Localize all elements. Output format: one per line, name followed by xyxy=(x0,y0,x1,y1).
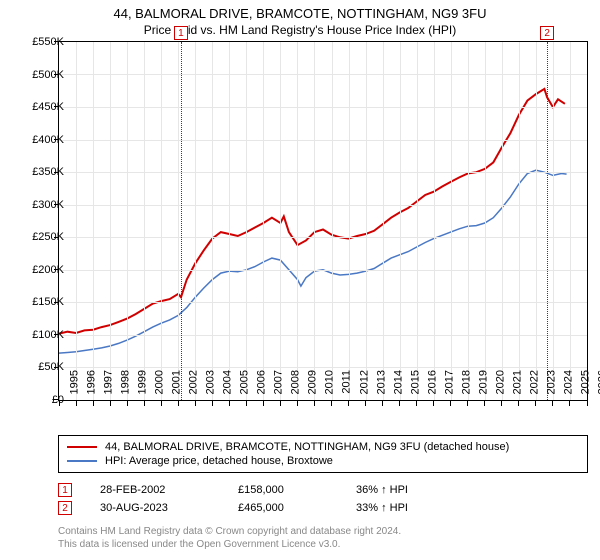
footnote-line: This data is licensed under the Open Gov… xyxy=(58,538,588,551)
plot-area: 12 xyxy=(58,41,588,401)
chart-title: 44, BALMORAL DRIVE, BRAMCOTE, NOTTINGHAM… xyxy=(12,6,588,23)
x-axis-label: 2007 xyxy=(273,370,285,394)
x-axis-label: 2002 xyxy=(188,370,200,394)
sale-date: 30-AUG-2023 xyxy=(100,502,210,514)
sale-delta: 33% ↑ HPI xyxy=(356,502,446,514)
series-line xyxy=(59,89,565,334)
y-axis-label: £50K xyxy=(22,361,64,373)
x-axis-label: 2004 xyxy=(222,370,234,394)
footnote-line: Contains HM Land Registry data © Crown c… xyxy=(58,525,588,538)
x-axis-label: 2012 xyxy=(358,370,370,394)
y-axis-label: £300K xyxy=(22,199,64,211)
x-axis-label: 2016 xyxy=(426,370,438,394)
x-axis-label: 2000 xyxy=(154,370,166,394)
sale-marker: 2 xyxy=(540,26,554,40)
x-axis-label: 2015 xyxy=(409,370,421,394)
x-axis-label: 2022 xyxy=(528,370,540,394)
chart-container: 44, BALMORAL DRIVE, BRAMCOTE, NOTTINGHAM… xyxy=(0,0,600,560)
x-axis-label: 2011 xyxy=(340,370,352,394)
sale-price: £465,000 xyxy=(238,502,328,514)
y-axis-label: £100K xyxy=(22,329,64,341)
footnote: Contains HM Land Registry data © Crown c… xyxy=(58,525,588,551)
x-axis-label: 2006 xyxy=(256,370,268,394)
x-axis-label: 2013 xyxy=(375,370,387,394)
x-axis-label: 1998 xyxy=(120,370,132,394)
sale-marker-badge: 2 xyxy=(58,501,72,515)
y-axis-label: £350K xyxy=(22,166,64,178)
x-axis-label: 2005 xyxy=(239,370,251,394)
legend-swatch xyxy=(67,446,97,448)
line-layer xyxy=(59,42,587,400)
x-axis-label: 2018 xyxy=(460,370,472,394)
x-axis-label: 1996 xyxy=(86,370,98,394)
x-axis-label: 2023 xyxy=(545,370,557,394)
y-axis-label: £500K xyxy=(22,69,64,81)
legend: 44, BALMORAL DRIVE, BRAMCOTE, NOTTINGHAM… xyxy=(58,435,588,473)
x-axis-label: 2020 xyxy=(494,370,506,394)
x-axis-label: 2024 xyxy=(562,370,574,394)
sale-date: 28-FEB-2002 xyxy=(100,484,210,496)
y-axis-label: £200K xyxy=(22,264,64,276)
sale-marker: 1 xyxy=(174,26,188,40)
legend-entry: 44, BALMORAL DRIVE, BRAMCOTE, NOTTINGHAM… xyxy=(67,440,579,454)
x-axis-label: 2001 xyxy=(171,370,183,394)
y-axis-label: £550K xyxy=(22,36,64,48)
series-line xyxy=(59,170,567,353)
x-axis-label: 1999 xyxy=(137,370,149,394)
x-axis-label: 2008 xyxy=(290,370,302,394)
x-axis-label: 2010 xyxy=(324,370,336,394)
x-axis-label: 2003 xyxy=(205,370,217,394)
y-axis-label: £400K xyxy=(22,134,64,146)
chart-subtitle: Price paid vs. HM Land Registry's House … xyxy=(12,23,588,37)
legend-label: HPI: Average price, detached house, Brox… xyxy=(105,455,333,467)
legend-label: 44, BALMORAL DRIVE, BRAMCOTE, NOTTINGHAM… xyxy=(105,441,509,453)
sale-row: 2 30-AUG-2023 £465,000 33% ↑ HPI xyxy=(58,499,588,517)
y-axis-label: £150K xyxy=(22,296,64,308)
y-axis-label: £250K xyxy=(22,231,64,243)
sale-price: £158,000 xyxy=(238,484,328,496)
x-axis-label: 2017 xyxy=(443,370,455,394)
x-axis-label: 2009 xyxy=(307,370,319,394)
x-axis-label: 1995 xyxy=(68,370,80,394)
sale-marker-badge: 1 xyxy=(58,483,72,497)
sales-table: 1 28-FEB-2002 £158,000 36% ↑ HPI 2 30-AU… xyxy=(58,481,588,517)
x-axis-label: 2014 xyxy=(392,370,404,394)
x-axis-label: 2025 xyxy=(579,370,591,394)
x-axis-label: 1997 xyxy=(103,370,115,394)
x-axis-label: 2026 xyxy=(596,370,600,394)
x-axis-label: 2021 xyxy=(511,370,523,394)
y-axis-label: £0 xyxy=(22,394,64,406)
sale-delta: 36% ↑ HPI xyxy=(356,484,446,496)
y-axis-label: £450K xyxy=(22,101,64,113)
x-axis-label: 2019 xyxy=(477,370,489,394)
legend-entry: HPI: Average price, detached house, Brox… xyxy=(67,454,579,468)
legend-swatch xyxy=(67,460,97,462)
sale-row: 1 28-FEB-2002 £158,000 36% ↑ HPI xyxy=(58,481,588,499)
